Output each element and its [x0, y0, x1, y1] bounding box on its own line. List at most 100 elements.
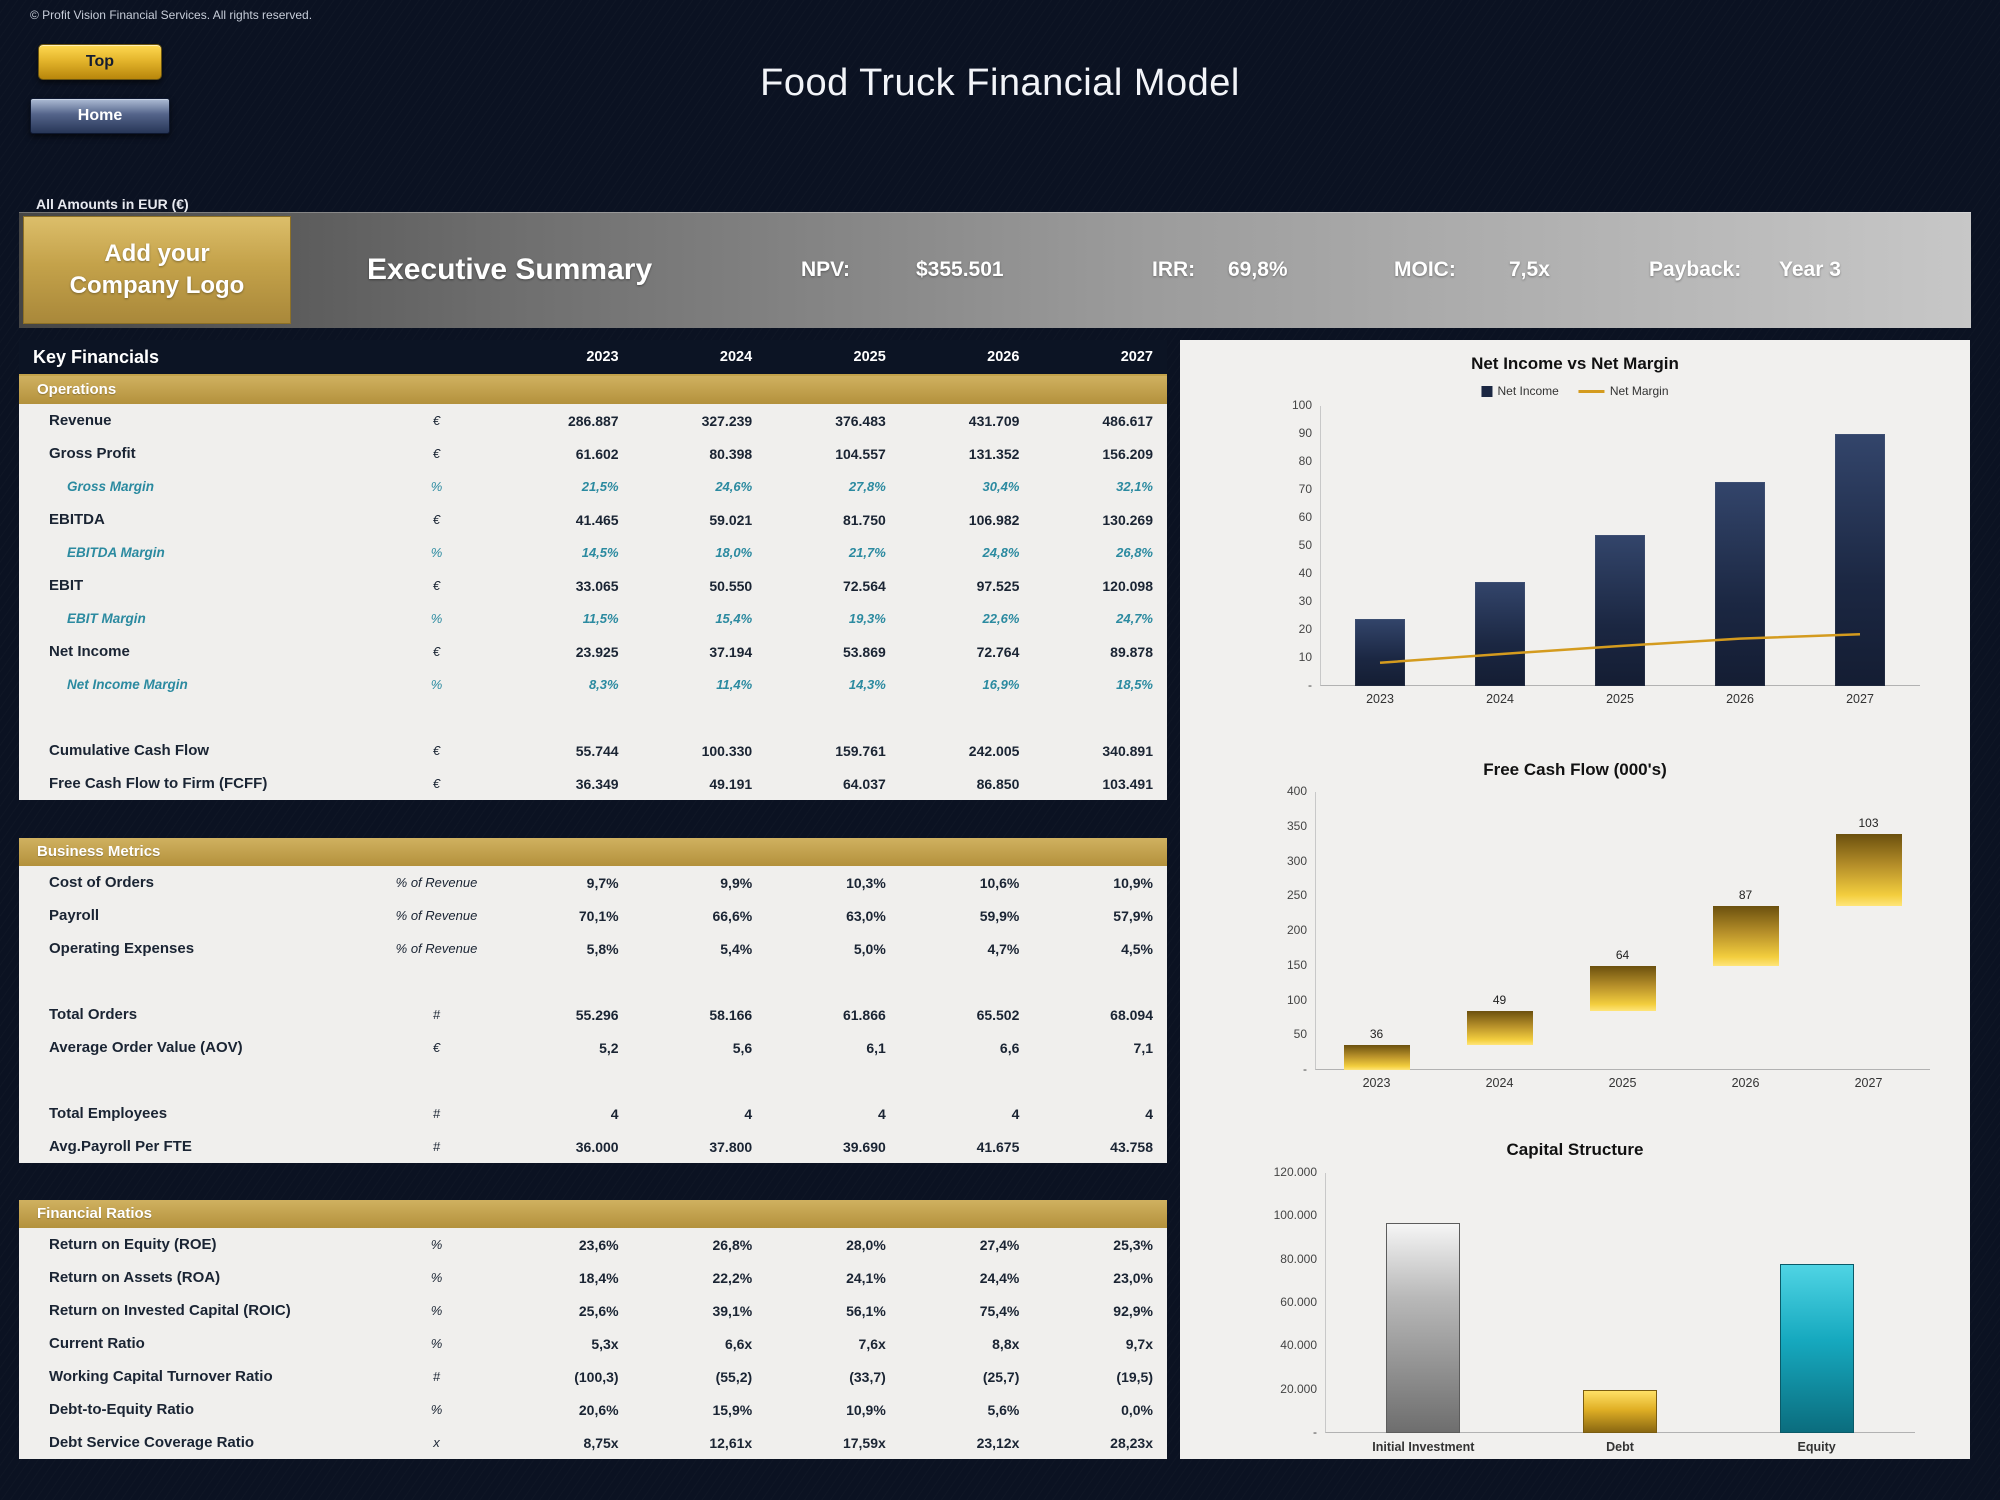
cell-value: 25,3%: [1113, 1236, 1153, 1253]
cell-value: 6,1: [866, 1039, 886, 1056]
section-title: Executive Summary: [367, 253, 653, 286]
chart-title: Capital Structure: [1506, 1140, 1644, 1159]
cell-value: 431.709: [968, 412, 1020, 429]
bar-value-label: 87: [1738, 887, 1753, 902]
x-axis-label: 2026: [1731, 1076, 1760, 1090]
row-label: Gross Margin: [67, 479, 155, 494]
x-axis-label: 2027: [1846, 692, 1874, 706]
fcf-bar: [1712, 905, 1779, 967]
cell-value: 24,7%: [1116, 611, 1153, 626]
cell-value: 72.764: [976, 643, 1020, 660]
cell-value: 8,8x: [992, 1335, 1020, 1352]
cell-value: 286.887: [567, 412, 619, 429]
bar-value-label: 49: [1492, 992, 1507, 1007]
cell-value: 81.750: [842, 511, 886, 528]
row-unit: €: [432, 413, 441, 428]
table-row: Gross Margin% 21,5% 24,6% 27,8% 30,4% 32,1%: [19, 470, 1167, 503]
net-margin-line: [1320, 406, 1920, 686]
cell-value: 14,5%: [581, 545, 619, 560]
cell-value: 11,5%: [582, 611, 619, 626]
cell-value: 15,9%: [712, 1401, 753, 1418]
cell-value: 65.502: [976, 1006, 1020, 1023]
cell-value: 4: [610, 1105, 619, 1122]
cell-value: 23,12x: [976, 1434, 1020, 1451]
cell-value: 75,4%: [979, 1302, 1020, 1319]
y-axis-tick: -: [1308, 678, 1312, 692]
cell-value: 14,3%: [848, 677, 886, 692]
kpi-label-2: IRR:: [1152, 258, 1196, 281]
cell-value: 17,59x: [842, 1434, 886, 1451]
legend-label: Net Income: [1497, 384, 1559, 398]
cell-value: 9,7%: [586, 874, 619, 891]
row-unit: %: [430, 1336, 443, 1351]
cell-value: 5,8%: [586, 940, 619, 957]
table-row: Debt-to-Equity Ratio% 20,6% 15,9% 10,9% 5,6%…: [19, 1393, 1167, 1426]
table-row: Net Income €23.925 37.194 53.869 72.764 89.87…: [19, 635, 1167, 668]
net-margin-swatch: [1578, 389, 1605, 393]
cell-value: 12,61x: [709, 1434, 753, 1451]
y-axis-tick: 200: [1286, 923, 1307, 937]
row-unit: #: [432, 1007, 441, 1022]
bar-value-label: 64: [1615, 948, 1630, 963]
x-axis-label: 2024: [1486, 692, 1514, 706]
net-income-bar: [1475, 581, 1525, 686]
row-unit: % of Revenue: [395, 875, 478, 890]
year-column-header: 2027: [1120, 349, 1153, 365]
cell-value: 26,8%: [712, 1236, 753, 1253]
cell-value: 56,1%: [846, 1302, 886, 1319]
row-label: Cumulative Cash Flow: [49, 742, 210, 759]
table-row: Payroll % of Revenue 70,1% 66,6% 63,0% 59,9% 5…: [19, 899, 1167, 932]
cell-value: 8,3%: [588, 677, 619, 692]
table-row: Cost of Orders % of Revenue 9,7% 9,9% 10,3% 1…: [19, 866, 1167, 899]
cell-value: 63,0%: [846, 907, 886, 924]
row-label: Cost of Orders: [49, 874, 155, 891]
capital-structure-bar: [1386, 1222, 1461, 1433]
table-row: Average Order Value (AOV) €5,2 5,6 6,1 6,6 7,…: [19, 1031, 1167, 1064]
row-unit: €: [432, 776, 441, 791]
row-label: Payroll: [49, 907, 100, 924]
legend-item-net-margin: Net Margin: [1578, 384, 1669, 398]
cell-value: 66,6%: [712, 907, 753, 924]
table-row: EBITDA €41.465 59.021 81.750 106.982 130.269: [19, 503, 1167, 536]
cell-value: 18,0%: [715, 545, 753, 560]
row-label: Current Ratio: [49, 1335, 145, 1352]
section-band: Business Metrics: [19, 838, 1167, 866]
row-unit: %: [430, 611, 443, 626]
copyright-text: © Profit Vision Financial Services. All …: [30, 8, 313, 22]
row-unit: €: [432, 512, 441, 527]
cell-value: 4: [744, 1105, 753, 1122]
y-axis-tick: 250: [1286, 888, 1307, 903]
y-axis-tick: 60: [1298, 510, 1312, 524]
row-unit: %: [430, 677, 443, 692]
row-label: Gross Profit: [49, 445, 136, 462]
section-band: Financial Ratios: [19, 1200, 1167, 1228]
company-logo-placeholder[interactable]: Add your Company Logo: [23, 216, 291, 324]
fcf-bar: [1835, 834, 1902, 906]
net-income-bar: [1595, 535, 1645, 686]
cell-value: 8,75x: [583, 1434, 619, 1451]
row-label: Net Income Margin: [67, 677, 188, 692]
top-button[interactable]: Top: [38, 44, 162, 80]
cell-value: 57,9%: [1113, 907, 1153, 924]
cell-value: 16,9%: [982, 677, 1020, 692]
bar-value-label: 103: [1858, 816, 1879, 831]
y-axis-tick: 40: [1298, 566, 1312, 580]
table-row: Total Employees #4 4 4 4 4: [19, 1097, 1167, 1130]
cell-value: 72.564: [842, 577, 886, 594]
cell-value: 36.000: [575, 1138, 619, 1155]
row-label: EBITDA: [49, 511, 105, 528]
cell-value: 39,1%: [712, 1302, 753, 1319]
cell-value: 28,0%: [846, 1236, 886, 1253]
cell-value: 21,5%: [581, 479, 619, 494]
amounts-note: All Amounts in EUR (€): [36, 196, 189, 212]
y-axis-tick: 150: [1286, 957, 1307, 972]
cell-value: 86.850: [976, 775, 1020, 792]
table-row: Current Ratio% 5,3x 6,6x 7,6x 8,8x 9,7x: [19, 1327, 1167, 1360]
bar-value-label: 36: [1369, 1026, 1384, 1041]
y-axis-tick: 50: [1298, 538, 1312, 552]
table-row: EBITDA Margin% 14,5% 18,0% 21,7% 24,8% 26,8%: [19, 536, 1167, 569]
row-unit: #: [432, 1369, 441, 1384]
home-button[interactable]: Home: [30, 98, 170, 134]
cell-value: 30,4%: [982, 479, 1020, 494]
row-unit: €: [432, 578, 441, 593]
